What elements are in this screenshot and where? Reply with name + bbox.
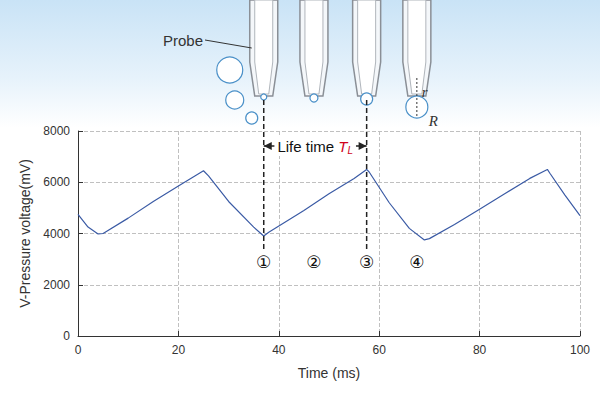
svg-text:③: ③ bbox=[359, 252, 374, 272]
svg-text:8000: 8000 bbox=[43, 124, 70, 138]
svg-text:100: 100 bbox=[570, 343, 590, 357]
svg-text:②: ② bbox=[306, 252, 321, 272]
svg-text:④: ④ bbox=[409, 252, 424, 272]
svg-text:r: r bbox=[422, 84, 428, 100]
svg-text:L: L bbox=[347, 145, 353, 156]
svg-text:①: ① bbox=[256, 252, 271, 272]
svg-text:T: T bbox=[338, 137, 348, 155]
svg-text:60: 60 bbox=[373, 343, 387, 357]
svg-text:2000: 2000 bbox=[43, 278, 70, 292]
svg-text:4000: 4000 bbox=[43, 227, 70, 241]
svg-text:80: 80 bbox=[473, 343, 487, 357]
svg-text:6000: 6000 bbox=[43, 175, 70, 189]
svg-text:V-Pressure voltage(mV): V-Pressure voltage(mV) bbox=[17, 159, 33, 308]
svg-text:Probe: Probe bbox=[163, 32, 203, 49]
svg-text:40: 40 bbox=[272, 343, 286, 357]
svg-text:0: 0 bbox=[63, 329, 70, 343]
svg-text:Time (ms): Time (ms) bbox=[298, 365, 360, 381]
svg-text:0: 0 bbox=[75, 343, 82, 357]
svg-text:Life time: Life time bbox=[277, 138, 338, 155]
svg-text:20: 20 bbox=[172, 343, 186, 357]
svg-text:R: R bbox=[428, 113, 438, 129]
